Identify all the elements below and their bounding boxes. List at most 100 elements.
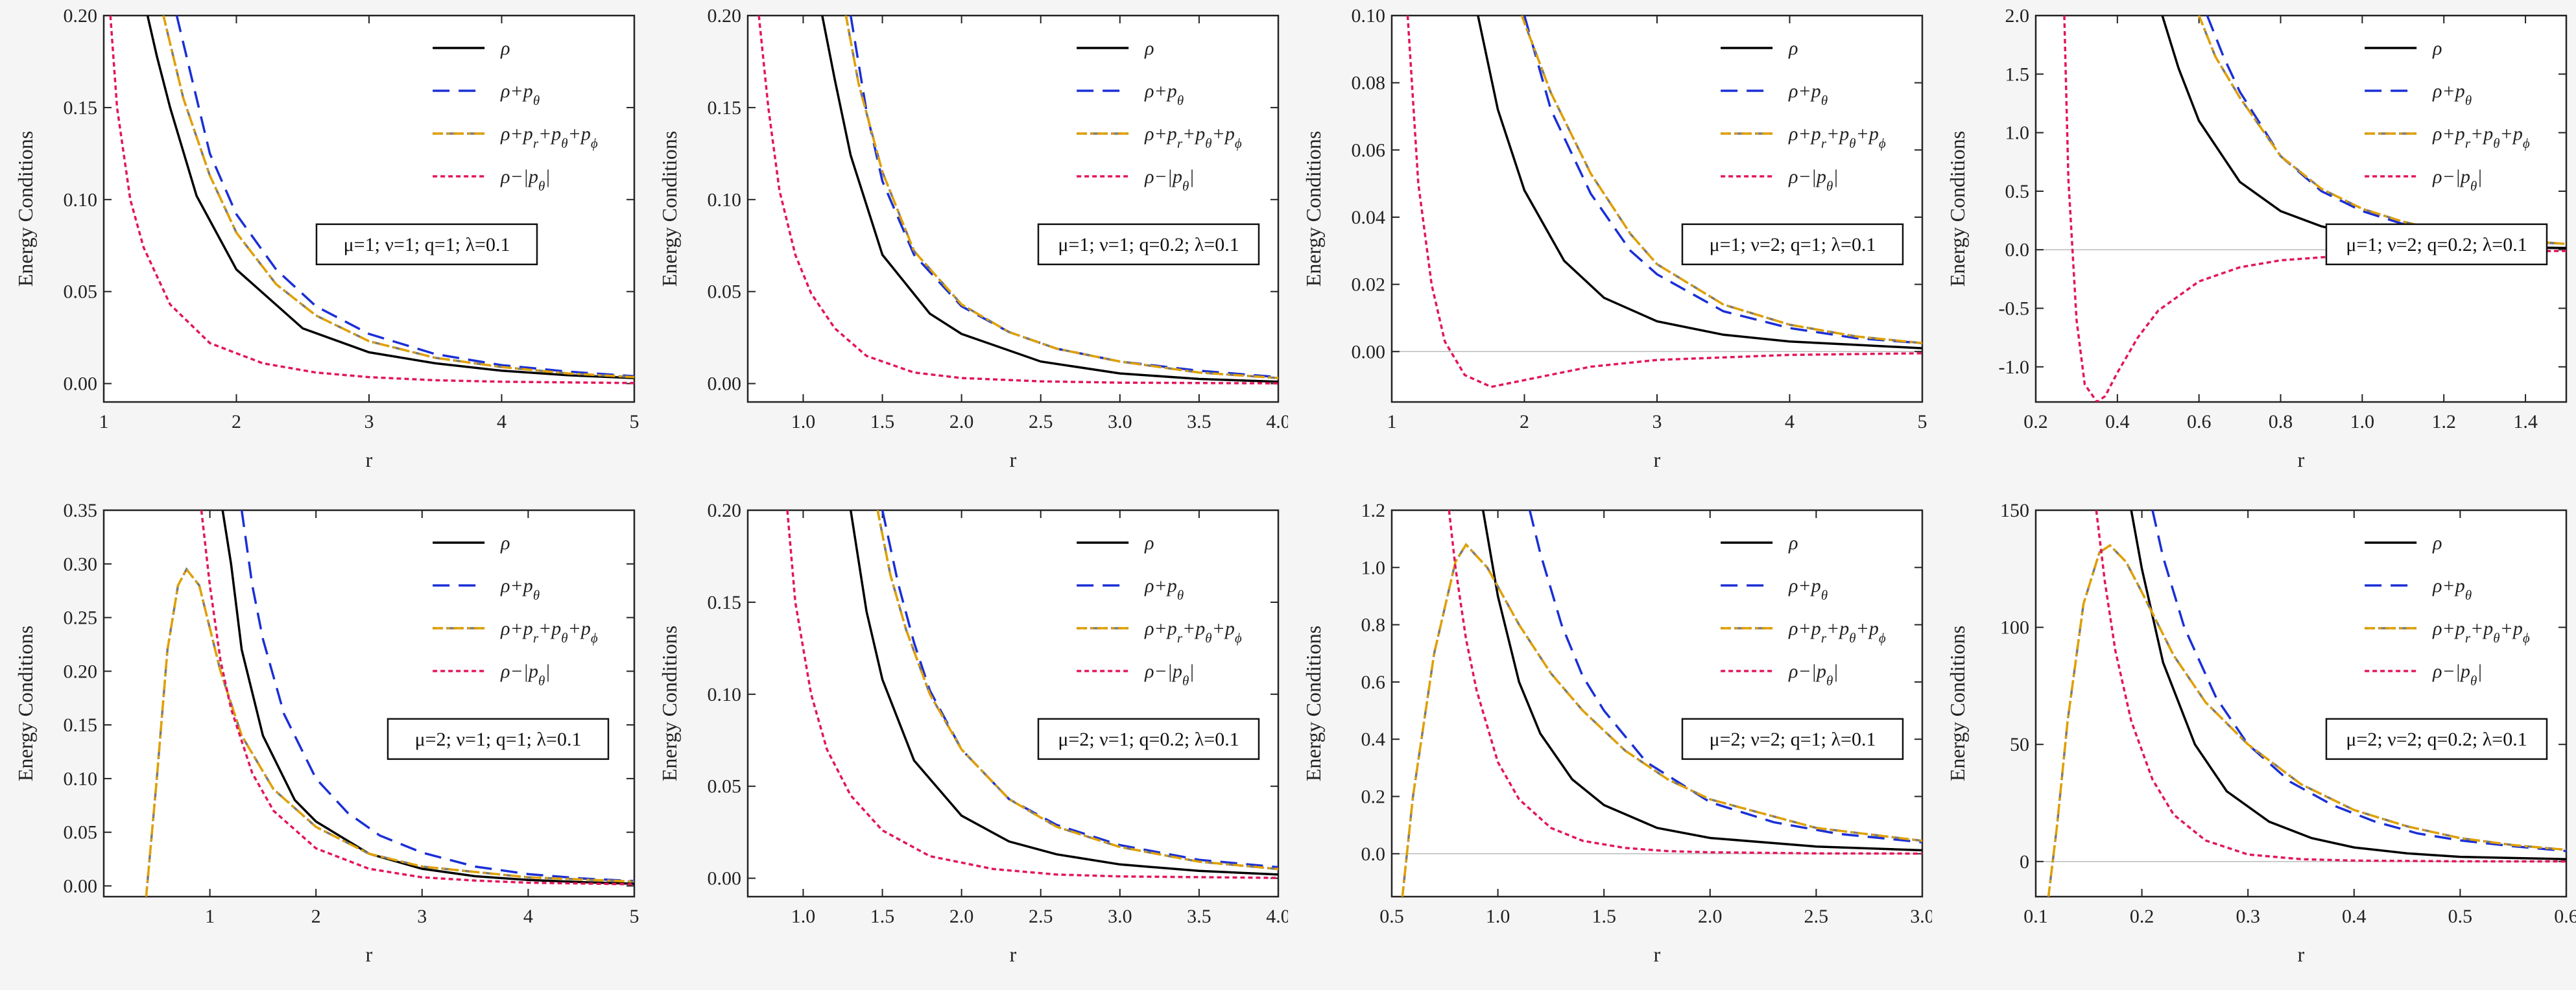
- plot-frame: [102, 14, 636, 403]
- y-axis-label: Energy Conditions: [1946, 131, 1969, 287]
- chart-panel-1: 1 2 3 4 5 0.00 0.05 0.10 0.15 0.20 r Energy Conditi…: [0, 0, 644, 495]
- y-tick-label: 0.00: [708, 373, 742, 395]
- x-tick-label: 2: [1520, 411, 1529, 432]
- series-line-3: [1401, 543, 1922, 897]
- parameter-text: μ=1; ν=2; q=1; λ=0.1: [1710, 234, 1876, 255]
- parameter-box: [1681, 718, 1904, 760]
- x-tick-label: 5: [630, 411, 639, 432]
- y-tick-label: -0.5: [1999, 298, 2030, 320]
- x-tick-label: 4: [1785, 411, 1795, 432]
- x-tick-label: 5: [1918, 411, 1927, 432]
- parameter-box: [1037, 223, 1260, 266]
- y-tick-label: 0.00: [64, 373, 98, 395]
- parameter-box: [387, 718, 610, 760]
- series-line-3: [145, 567, 634, 897]
- series-line-1: [1481, 510, 1922, 852]
- y-tick-label: 0.10: [708, 684, 742, 705]
- legend-label: ρ−|pθ|: [1788, 661, 1838, 689]
- series-line-1: [146, 16, 634, 379]
- x-tick-label: 2.0: [1698, 906, 1723, 927]
- parameter-text: μ=1; ν=1; q=0.2; λ=0.1: [1058, 234, 1239, 255]
- x-tick-label: 2.0: [949, 411, 974, 432]
- x-tick-label: 2: [232, 411, 241, 432]
- x-axis-label: r: [1654, 943, 1661, 966]
- x-axis-label: r: [1010, 943, 1017, 966]
- series-group: [145, 510, 634, 897]
- y-tick-label: 0.0: [1361, 843, 1386, 865]
- series-line-2: [240, 510, 634, 882]
- legend-label: ρ−|pθ|: [2432, 661, 2482, 689]
- plot-frame: [2034, 509, 2568, 898]
- x-tick-label: 3.5: [1187, 411, 1211, 432]
- y-tick-label: 0.05: [64, 822, 98, 843]
- x-tick-label: 1.0: [2350, 411, 2375, 432]
- y-tick-label: 0.10: [64, 768, 98, 790]
- series-line-3: [2047, 543, 2566, 897]
- y-axis-label: Energy Conditions: [658, 626, 681, 781]
- parameter-text: μ=1; ν=1; q=1; λ=0.1: [344, 234, 510, 255]
- series-line-4: [109, 16, 634, 384]
- x-tick-label: 1.0: [791, 411, 816, 432]
- y-tick-label: 0: [2020, 851, 2029, 873]
- x-axis-label: r: [366, 943, 373, 966]
- y-tick-label: 0.05: [64, 281, 98, 303]
- series-group: [2047, 510, 2566, 897]
- legend-label: ρ+pr+pθ+pϕ: [2432, 618, 2530, 646]
- series-line-3-alt: [145, 567, 634, 897]
- series-group: [786, 510, 1278, 879]
- x-tick-label: 3.0: [1108, 906, 1132, 927]
- x-tick-label: 0.2: [2023, 411, 2048, 432]
- plot-frame: [2034, 14, 2568, 403]
- y-tick-label: 2.0: [2005, 5, 2030, 27]
- legend-label: ρ: [500, 532, 510, 554]
- chart-svg: 1 2 3 4 5 0.00 0.02 0.04 0.06 0.08 0.10 r Energy Con…: [1302, 5, 1927, 471]
- x-tick-label: 3: [364, 411, 374, 432]
- x-tick-label: 3: [1652, 411, 1662, 432]
- y-tick-label: 1.0: [1361, 557, 1386, 578]
- series-line-1: [821, 16, 1278, 383]
- y-tick-label: 0.30: [64, 554, 98, 575]
- y-tick-label: 0.00: [708, 868, 742, 890]
- y-tick-label: 0.15: [64, 714, 98, 736]
- y-tick-label: 0.05: [708, 776, 742, 797]
- parameter-text: μ=2; ν=2; q=1; λ=0.1: [1710, 729, 1876, 750]
- plot-frame: [102, 509, 636, 898]
- x-tick-label: 0.4: [2105, 411, 2130, 432]
- legend-label: ρ+pθ: [1788, 575, 1828, 603]
- series-line-4: [1406, 16, 1922, 388]
- chart-panel-3: 1 2 3 4 5 0.00 0.02 0.04 0.06 0.08 0.10 r Energy Con…: [1288, 0, 1932, 495]
- legend-label: ρ: [500, 38, 510, 59]
- series-line-4: [2063, 16, 2566, 402]
- x-tick-label: 3.0: [1108, 411, 1132, 432]
- legend-label: ρ: [2432, 38, 2442, 59]
- series-group: [1406, 16, 1922, 388]
- y-tick-label: 0.8: [1361, 615, 1386, 636]
- legend-label: ρ+pθ: [500, 575, 540, 603]
- series-line-3: [1520, 16, 1922, 345]
- series-line-3: [844, 16, 1278, 379]
- x-axis-label: r: [366, 448, 373, 471]
- x-tick-label: 1.0: [791, 906, 816, 927]
- chart-svg: 0.2 0.4 0.6 0.8 1.0 1.2 1.4 -1.0 -0.5 0.0 0.5 1.0 1.…: [1946, 5, 2568, 471]
- legend-label: ρ−|pθ|: [1788, 166, 1838, 194]
- y-tick-label: 0.10: [64, 189, 98, 211]
- series-line-1: [1477, 16, 1922, 349]
- parameter-box: [315, 223, 538, 266]
- y-tick-label: 0.6: [1361, 672, 1386, 693]
- series-line-4: [1448, 510, 1922, 855]
- chart-svg: 1 2 3 4 5 0.00 0.05 0.10 0.15 0.20 0.25 0.30 0.35 r En…: [14, 500, 639, 966]
- legend-label: ρ+pr+pθ+pϕ: [500, 123, 598, 151]
- y-tick-label: 1.5: [2005, 64, 2030, 85]
- legend-label: ρ: [1144, 38, 1154, 59]
- chart-panel-7: 0.5 1.0 1.5 2.0 2.5 3.0 0.0 0.2 0.4 0.6 0.8 1.0 1.2 r…: [1288, 495, 1932, 989]
- chart-svg: 0.1 0.2 0.3 0.4 0.5 0.6 0 50 100 150 r Energy Condi…: [1946, 500, 2576, 966]
- legend-label: ρ+pθ: [1144, 575, 1184, 603]
- parameter-text: μ=2; ν=1; q=1; λ=0.1: [415, 729, 582, 750]
- x-tick-label: 0.6: [2554, 906, 2576, 927]
- y-tick-label: 0.10: [1352, 5, 1386, 27]
- legend-label: ρ+pr+pθ+pϕ: [2432, 123, 2530, 151]
- y-tick-label: 0.08: [1352, 73, 1386, 94]
- y-tick-label: 0.20: [64, 5, 98, 27]
- series-line-2: [1529, 510, 1922, 843]
